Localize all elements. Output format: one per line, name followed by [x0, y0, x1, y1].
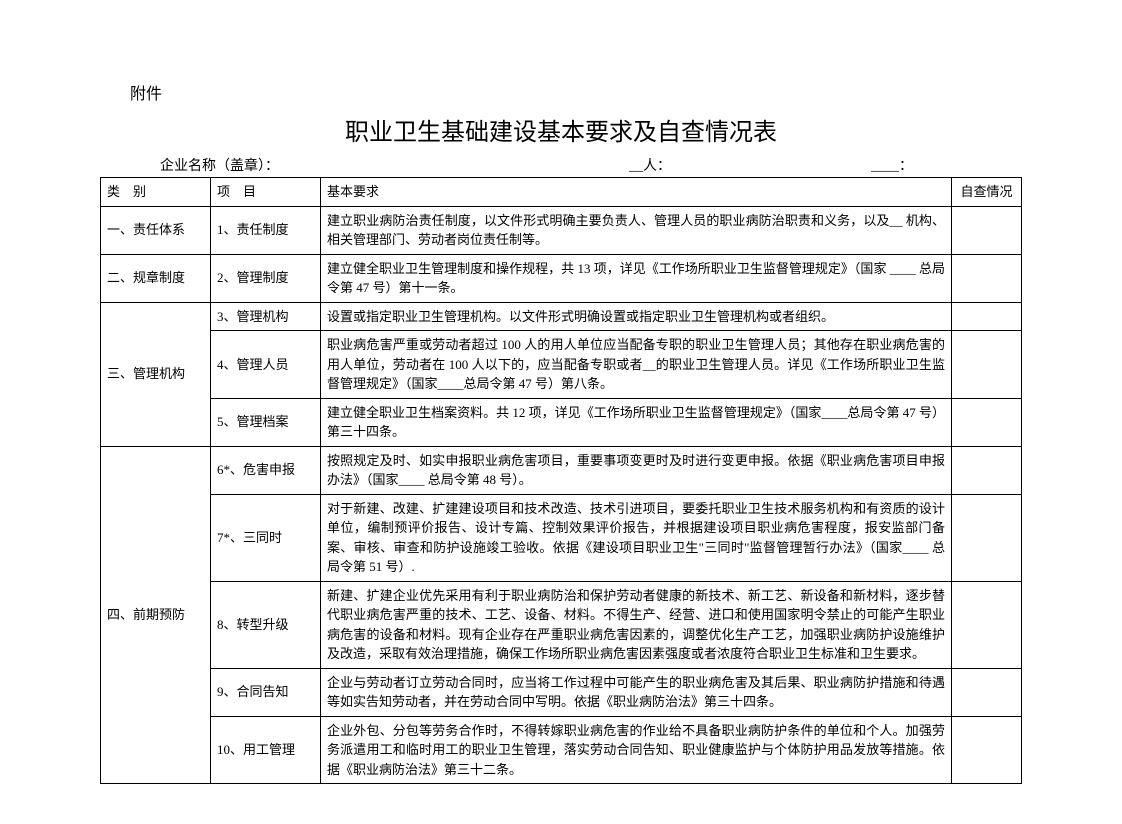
- item-cell: 2、管理制度: [211, 254, 321, 302]
- main-table: 类 别 项 目 基本要求 自查情况 一、责任体系1、责任制度建立职业病防治责任制…: [100, 177, 1022, 784]
- selfcheck-cell: [952, 494, 1022, 581]
- selfcheck-cell: [952, 302, 1022, 331]
- requirement-cell: 建立健全职业卫生管理制度和操作规程，共 13 项，详见《工作场所职业卫生监督管理…: [321, 254, 952, 302]
- category-cell: 三、管理机构: [101, 302, 211, 446]
- selfcheck-cell: [952, 331, 1022, 399]
- page-title: 职业卫生基础建设基本要求及自查情况表: [100, 112, 1022, 147]
- item-cell: 5、管理档案: [211, 398, 321, 446]
- table-row: 四、前期预防6*、危害申报按照规定及时、如实申报职业病危害项目，重要事项变更时及…: [101, 446, 1022, 494]
- table-row: 4、管理人员职业病危害严重或劳动者超过 100 人的用人单位应当配备专职的职业卫…: [101, 331, 1022, 399]
- person-label: __人：: [629, 155, 671, 175]
- item-cell: 10、用工管理: [211, 716, 321, 784]
- col-category-header: 类 别: [101, 178, 211, 207]
- selfcheck-cell: [952, 716, 1022, 784]
- table-row: 10、用工管理企业外包、分包等劳务合作时，不得转嫁职业病危害的作业给不具备职业病…: [101, 716, 1022, 784]
- requirement-cell: 建立健全职业卫生档案资料。共 12 项，详见《工作场所职业卫生监督管理规定》（国…: [321, 398, 952, 446]
- table-row: 二、规章制度2、管理制度建立健全职业卫生管理制度和操作规程，共 13 项，详见《…: [101, 254, 1022, 302]
- selfcheck-cell: [952, 581, 1022, 668]
- blank-label: ____：: [871, 155, 913, 175]
- category-cell: 四、前期预防: [101, 446, 211, 784]
- item-cell: 4、管理人员: [211, 331, 321, 399]
- table-row: 7*、三同时对于新建、改建、扩建建设项目和技术改造、技术引进项目，要委托职业卫生…: [101, 494, 1022, 581]
- table-row: 一、责任体系1、责任制度建立职业病防治责任制度，以文件形式明确主要负责人、管理人…: [101, 206, 1022, 254]
- company-label: 企业名称（盖章）：: [160, 155, 279, 175]
- table-row: 9、合同告知企业与劳动者订立劳动合同时，应当将工作过程中可能产生的职业病危害及其…: [101, 668, 1022, 716]
- requirement-cell: 职业病危害严重或劳动者超过 100 人的用人单位应当配备专职的职业卫生管理人员；…: [321, 331, 952, 399]
- item-cell: 1、责任制度: [211, 206, 321, 254]
- selfcheck-cell: [952, 398, 1022, 446]
- table-row: 三、管理机构3、管理机构设置或指定职业卫生管理机构。以文件形式明确设置或指定职业…: [101, 302, 1022, 331]
- selfcheck-cell: [952, 254, 1022, 302]
- col-selfcheck-header: 自查情况: [952, 178, 1022, 207]
- header-line: 企业名称（盖章）： __人： ____：: [100, 155, 1022, 175]
- table-row: 8、转型升级新建、扩建企业优先采用有利于职业病防治和保护劳动者健康的新技术、新工…: [101, 581, 1022, 668]
- category-cell: 一、责任体系: [101, 206, 211, 254]
- category-cell: 二、规章制度: [101, 254, 211, 302]
- col-requirement-header: 基本要求: [321, 178, 952, 207]
- table-header-row: 类 别 项 目 基本要求 自查情况: [101, 178, 1022, 207]
- item-cell: 6*、危害申报: [211, 446, 321, 494]
- selfcheck-cell: [952, 446, 1022, 494]
- requirement-cell: 企业外包、分包等劳务合作时，不得转嫁职业病危害的作业给不具备职业病防护条件的单位…: [321, 716, 952, 784]
- item-cell: 7*、三同时: [211, 494, 321, 581]
- col-item-header: 项 目: [211, 178, 321, 207]
- selfcheck-cell: [952, 206, 1022, 254]
- requirement-cell: 建立职业病防治责任制度，以文件形式明确主要负责人、管理人员的职业病防治职责和义务…: [321, 206, 952, 254]
- item-cell: 8、转型升级: [211, 581, 321, 668]
- table-row: 5、管理档案建立健全职业卫生档案资料。共 12 项，详见《工作场所职业卫生监督管…: [101, 398, 1022, 446]
- requirement-cell: 企业与劳动者订立劳动合同时，应当将工作过程中可能产生的职业病危害及其后果、职业病…: [321, 668, 952, 716]
- attachment-label: 附件: [130, 80, 1022, 104]
- requirement-cell: 按照规定及时、如实申报职业病危害项目，重要事项变更时及时进行变更申报。依据《职业…: [321, 446, 952, 494]
- item-cell: 3、管理机构: [211, 302, 321, 331]
- requirement-cell: 对于新建、改建、扩建建设项目和技术改造、技术引进项目，要委托职业卫生技术服务机构…: [321, 494, 952, 581]
- requirement-cell: 新建、扩建企业优先采用有利于职业病防治和保护劳动者健康的新技术、新工艺、新设备和…: [321, 581, 952, 668]
- requirement-cell: 设置或指定职业卫生管理机构。以文件形式明确设置或指定职业卫生管理机构或者组织。: [321, 302, 952, 331]
- selfcheck-cell: [952, 668, 1022, 716]
- item-cell: 9、合同告知: [211, 668, 321, 716]
